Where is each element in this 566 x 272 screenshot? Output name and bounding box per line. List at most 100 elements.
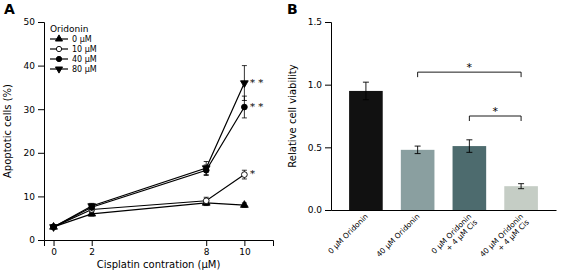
plot-area — [50, 66, 249, 232]
legend-label: 10 μM — [72, 45, 97, 54]
series-line — [54, 83, 245, 227]
legend-marker — [56, 56, 61, 61]
tick-mark — [92, 240, 93, 246]
tick-mark — [38, 109, 44, 110]
panel-title: B — [287, 1, 298, 17]
legend-marker — [56, 46, 61, 51]
tick: 20 — [24, 148, 44, 158]
point-marker — [241, 201, 249, 208]
tick-label: 2 — [89, 247, 95, 257]
tick: 0 μM Oridonin+ 4 μM Cis — [430, 210, 480, 261]
legend-marker — [55, 35, 62, 41]
tick: 2 — [89, 240, 95, 257]
tick-mark — [38, 196, 44, 197]
y-axis-title: Relative cell viability — [287, 64, 298, 167]
tick: 40 — [24, 61, 44, 71]
point-marker — [50, 225, 58, 232]
annotation: * * — [250, 101, 263, 112]
axis-line — [325, 23, 332, 211]
tick: 0 — [29, 235, 44, 245]
point-marker — [241, 104, 247, 110]
point-marker — [241, 81, 249, 88]
plot-area — [349, 72, 538, 210]
tick: 10 — [239, 240, 251, 257]
error-bar — [415, 146, 421, 154]
error-bar — [518, 184, 524, 189]
legend: Oridonin0 μM10 μM40 μM80 μM — [50, 24, 97, 74]
tick-label: 10 — [24, 192, 36, 202]
tick-label: 1.0 — [308, 80, 323, 90]
tick: 50 — [24, 17, 44, 27]
x-axis: 0 2 8 10 — [45, 240, 274, 257]
legend-title: Oridonin — [50, 24, 88, 34]
tick-mark — [325, 210, 331, 211]
tick: 1.5 — [308, 17, 331, 27]
error-bar — [242, 170, 247, 179]
tick-mark — [38, 240, 44, 241]
x-axis: 0 μM Oridonin40 μM Oridonin0 μM Oridonin… — [326, 210, 556, 265]
tick-label: 1.5 — [308, 17, 322, 27]
tick: 8 — [204, 240, 210, 257]
legend-item: 40 μM — [50, 55, 97, 64]
tick-label: 50 — [24, 17, 36, 27]
axis-line — [38, 23, 45, 241]
bar — [504, 186, 538, 210]
annotation: * — [250, 168, 255, 179]
y-axis: 0 10 20 30 40 50 — [24, 17, 45, 245]
point-marker — [203, 198, 209, 204]
tick-label: 0 — [29, 235, 35, 245]
annotation: * — [467, 61, 473, 74]
point-marker — [89, 204, 95, 210]
tick: 30 — [24, 105, 44, 115]
tick-mark — [38, 22, 44, 23]
error-bar — [466, 140, 472, 153]
tick: 40 μM Oridonin+ 4 μM Cis — [478, 210, 531, 265]
tick-label: 0 μM Oridonin+ 4 μM Cis — [430, 212, 480, 262]
tick: 0.5 — [308, 143, 331, 153]
tick-label: 8 — [204, 247, 210, 257]
tick: 0.0 — [308, 205, 331, 215]
tick-mark — [206, 240, 207, 246]
tick-mark — [325, 147, 331, 148]
tick: 0 — [51, 240, 57, 257]
panel-title: A — [4, 1, 15, 17]
tick: 1.0 — [308, 80, 331, 90]
error-bar — [363, 82, 369, 100]
tick-label: 40 — [24, 61, 36, 71]
x-axis-title: Cisplatin contration (μM) — [97, 259, 221, 270]
legend-item: 10 μM — [50, 45, 97, 54]
tick-mark — [325, 22, 331, 23]
series-line — [54, 175, 245, 227]
annotation: * — [492, 105, 498, 118]
tick: 40 μM Oridonin — [375, 210, 422, 259]
tick-label: 0 — [51, 247, 57, 257]
tick-mark — [325, 85, 331, 86]
tick-mark — [244, 240, 245, 246]
tick-label: 30 — [24, 105, 36, 115]
axis-line — [45, 241, 274, 247]
axis-line — [332, 210, 557, 211]
legend-label: 0 μM — [72, 35, 92, 44]
tick-label: 0.5 — [308, 143, 322, 153]
tick-mark — [38, 66, 44, 67]
legend-marker — [55, 67, 62, 73]
legend-item: 0 μM — [50, 35, 92, 44]
tick: 0 μM Oridonin — [326, 210, 370, 256]
tick-label: 40 μM Oridonin — [375, 212, 422, 259]
tick-mark — [38, 153, 44, 154]
tick-mark — [54, 240, 55, 246]
y-axis: 0.0 0.5 1.0 1.5 — [308, 17, 332, 215]
point-marker — [88, 204, 96, 211]
tick-label: 0.0 — [308, 205, 323, 215]
legend-label: 40 μM — [72, 55, 97, 64]
point-marker — [241, 172, 247, 178]
series-line — [54, 203, 245, 227]
tick-label: 20 — [24, 148, 36, 158]
chart: 0 2 8 10 0 10 20 30 40 50 Cisplatin contration (μM… — [0, 0, 566, 272]
tick-label: 10 — [239, 247, 251, 257]
bar — [349, 91, 383, 210]
tick: 10 — [24, 192, 44, 202]
legend-item: 80 μM — [50, 65, 97, 74]
bar — [401, 150, 435, 210]
point-marker — [202, 166, 210, 173]
